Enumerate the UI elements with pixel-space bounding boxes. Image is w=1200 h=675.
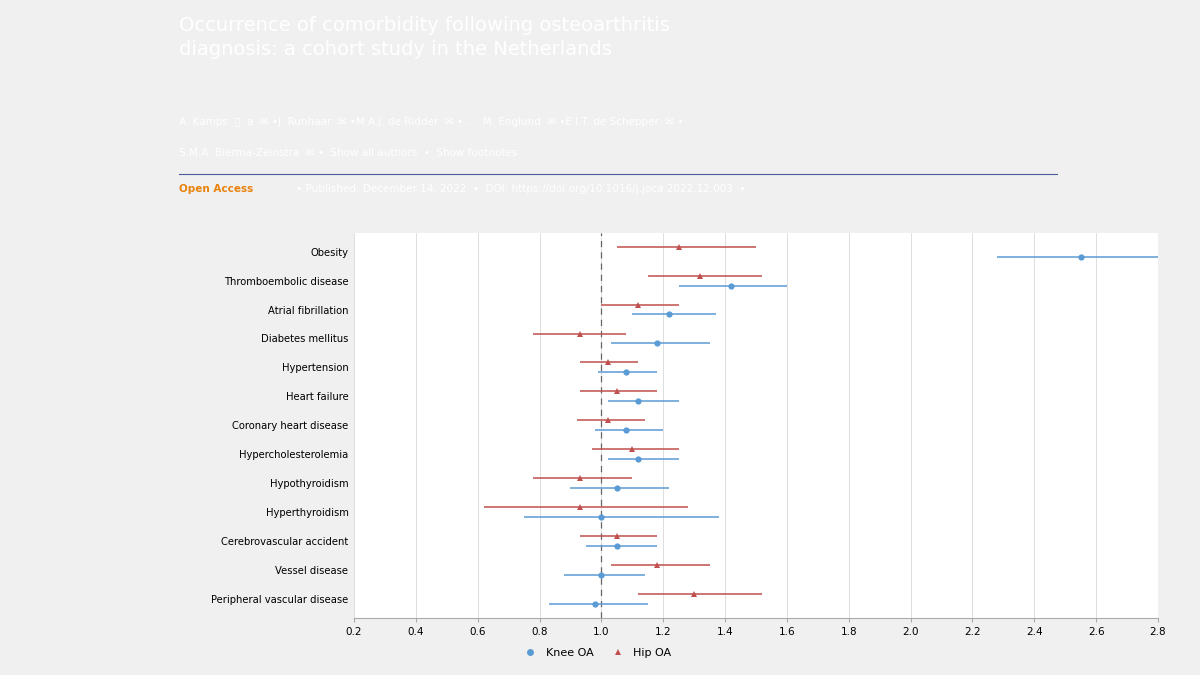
Text: Open Access: Open Access xyxy=(179,184,253,194)
Legend: Knee OA, Hip OA: Knee OA, Hip OA xyxy=(515,643,676,662)
Text: Occurrence of comorbidity following osteoarthritis
diagnosis: a cohort study in : Occurrence of comorbidity following oste… xyxy=(179,16,670,59)
Text: • Published: December 14, 2022  •  DOI: https://doi.org/10.1016/j.joca.2022.12.0: • Published: December 14, 2022 • DOI: ht… xyxy=(293,184,745,194)
Text: S.M.A. Bierma-Zeinstra  ✉ •  Show all authors  •  Show footnotes: S.M.A. Bierma-Zeinstra ✉ • Show all auth… xyxy=(179,148,517,158)
Text: A. Kamps  ⭑  a  ✉ •J. Runhaar  ✉ •M.A.J. de Ridder  ✉ • ...  M. Englund  ✉ •E.I.: A. Kamps ⭑ a ✉ •J. Runhaar ✉ •M.A.J. de … xyxy=(179,117,684,128)
